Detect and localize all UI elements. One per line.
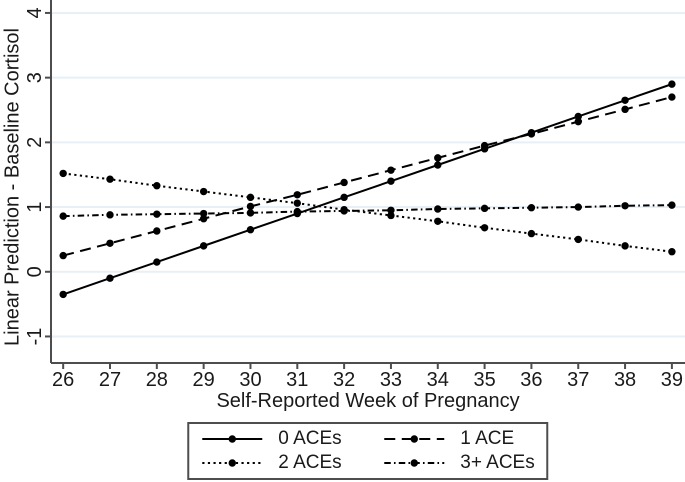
x-tick-label: 30: [239, 369, 261, 391]
x-tick-label: 27: [99, 369, 121, 391]
data-point-1-ace: [434, 154, 442, 162]
data-point-2-aces: [527, 229, 536, 238]
data-point-2-aces: [668, 248, 676, 256]
legend: 0 ACEs 1 ACE 2 ACEs 3+ ACEs: [187, 422, 549, 480]
data-point-3-aces: [106, 211, 114, 219]
series-1-ace: [59, 93, 676, 260]
data-point-3-aces: [246, 209, 255, 217]
data-point-3-aces: [574, 203, 582, 211]
data-point-2-aces: [574, 235, 582, 244]
data-point-3-aces: [340, 207, 348, 215]
data-point-3-aces: [387, 206, 395, 214]
data-point-1-ace: [387, 166, 395, 174]
data-point-2-aces: [153, 182, 161, 190]
data-point-2-aces: [387, 211, 395, 220]
data-point-2-aces: [293, 199, 301, 207]
data-point-1-ace: [621, 105, 629, 114]
series-2-aces: [59, 169, 676, 256]
x-tick-label: 33: [380, 369, 402, 391]
gridlines: [51, 11, 685, 338]
x-tick-label: 29: [193, 369, 215, 391]
data-point-3-aces: [293, 207, 301, 216]
data-point-0-aces: [199, 242, 208, 250]
data-point-2-aces: [621, 242, 629, 250]
data-point-1-ace: [527, 130, 536, 138]
legend-label-1-ace: 1 ACE: [460, 428, 515, 449]
data-point-0-aces: [59, 290, 67, 299]
data-point-1-ace: [199, 215, 208, 223]
data-point-0-aces: [246, 226, 255, 234]
series-0-aces: [59, 80, 676, 299]
x-tick-label: 37: [567, 369, 589, 391]
x-tick-label: 31: [286, 369, 308, 391]
legend-key-0-aces: [202, 435, 263, 443]
data-point-1-ace: [59, 251, 67, 260]
legend-marker-1-ace: [410, 435, 418, 443]
series-3-aces: [59, 201, 676, 220]
data-point-1-ace: [153, 227, 161, 235]
data-point-0-aces: [340, 193, 348, 202]
x-tick-label: 28: [146, 369, 168, 391]
y-tick-label: 2: [24, 137, 46, 148]
data-point-1-ace: [246, 202, 255, 211]
legend-label-3-aces: 3+ ACEs: [460, 452, 535, 473]
data-point-0-aces: [387, 177, 395, 185]
y-tick-label: 4: [24, 7, 46, 18]
data-point-3-aces: [527, 204, 536, 212]
legend-key-2-aces: [202, 459, 263, 467]
data-point-1-ace: [106, 239, 114, 247]
data-point-0-aces: [434, 161, 442, 169]
data-point-0-aces: [106, 274, 114, 282]
data-point-3-aces: [434, 205, 442, 213]
x-axis-title: Self-Reported Week of Pregnancy: [216, 390, 520, 412]
legend-marker-3-aces: [410, 459, 418, 467]
data-point-0-aces: [668, 80, 676, 88]
x-tick-label: 39: [661, 369, 683, 391]
data-point-3-aces: [153, 210, 161, 218]
x-tick-label: 26: [52, 369, 74, 391]
y-tick-label: 3: [24, 72, 46, 83]
x-tick-label: 35: [473, 369, 495, 391]
data-point-1-ace: [668, 93, 676, 101]
data-point-1-ace: [574, 117, 582, 126]
legend-label-2-aces: 2 ACEs: [278, 452, 342, 473]
legend-key-3-aces: [384, 459, 445, 467]
x-tick-label: 36: [520, 369, 542, 391]
y-tick-label: -1: [24, 328, 46, 346]
x-tick-label: 38: [614, 369, 636, 391]
data-point-2-aces: [480, 224, 489, 232]
legend-label-0-aces: 0 ACEs: [278, 428, 342, 449]
x-tick-label: 34: [427, 369, 449, 391]
data-point-3-aces: [59, 212, 67, 220]
legend-key-1-ace: [384, 435, 445, 443]
data-point-2-aces: [59, 169, 67, 178]
data-point-3-aces: [668, 201, 676, 209]
legend-marker-0-aces: [228, 435, 236, 443]
data-point-0-aces: [621, 96, 629, 104]
y-tick-label: 0: [24, 266, 46, 277]
y-tick-label: 1: [24, 201, 46, 212]
data-point-2-aces: [246, 193, 255, 202]
y-axis-title: Linear Prediction - Baseline Cortisol: [1, 28, 24, 346]
series-line-2-aces: [63, 172, 673, 253]
series-line-0-aces: [62, 83, 673, 296]
data-point-1-ace: [480, 141, 489, 150]
data-point-3-aces: [480, 204, 489, 213]
x-tick-label: 32: [333, 369, 355, 391]
data-point-1-ace: [340, 178, 348, 187]
data-point-0-aces: [153, 258, 161, 266]
data-point-3-aces: [199, 209, 208, 218]
data-point-1-ace: [293, 191, 301, 199]
data-point-2-aces: [106, 175, 114, 183]
data-point-0-aces: [574, 112, 582, 121]
data-point-2-aces: [199, 187, 208, 196]
data-point-2-aces: [434, 217, 442, 225]
legend-marker-2-aces: [228, 459, 236, 467]
data-point-3-aces: [621, 202, 629, 210]
